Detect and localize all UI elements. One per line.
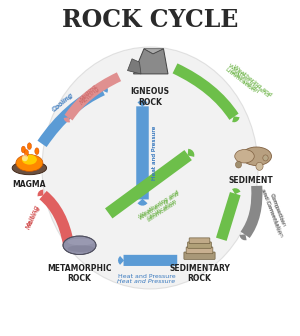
Text: Heat and Pressure: Heat and Pressure <box>117 279 176 284</box>
Circle shape <box>263 155 268 161</box>
Text: Melting: Melting <box>79 85 101 106</box>
Text: METAMORPHIC
ROCK: METAMORPHIC ROCK <box>47 264 112 283</box>
Text: Compaction
and Cementation: Compaction and Cementation <box>260 186 289 237</box>
Ellipse shape <box>16 155 43 171</box>
Text: MAGMA: MAGMA <box>13 180 46 189</box>
FancyBboxPatch shape <box>184 252 215 259</box>
Text: SEDIMENT: SEDIMENT <box>228 176 273 185</box>
Text: Melting: Melting <box>79 83 98 102</box>
Ellipse shape <box>21 146 26 153</box>
Text: IGNEOUS
ROCK: IGNEOUS ROCK <box>130 87 170 107</box>
Ellipse shape <box>12 161 47 175</box>
Circle shape <box>256 162 263 170</box>
Polygon shape <box>128 59 141 74</box>
Ellipse shape <box>35 148 39 155</box>
Circle shape <box>236 161 242 168</box>
Polygon shape <box>144 49 164 54</box>
Ellipse shape <box>24 150 28 156</box>
Ellipse shape <box>242 147 272 166</box>
Ellipse shape <box>68 245 94 252</box>
Text: Heat and Pressure: Heat and Pressure <box>152 126 157 180</box>
Text: Weathering and
Lithification: Weathering and Lithification <box>138 190 183 224</box>
Text: Weathering and
Lithification: Weathering and Lithification <box>224 62 270 102</box>
Ellipse shape <box>63 236 96 255</box>
FancyBboxPatch shape <box>189 238 210 244</box>
Ellipse shape <box>27 143 32 150</box>
Text: ROCK CYCLE: ROCK CYCLE <box>62 8 238 32</box>
Ellipse shape <box>68 239 94 245</box>
Ellipse shape <box>235 150 254 163</box>
Ellipse shape <box>22 155 37 165</box>
Circle shape <box>22 155 28 161</box>
Text: SEDIMENTARY
ROCK: SEDIMENTARY ROCK <box>169 264 230 283</box>
Text: Heat and Pressure: Heat and Pressure <box>118 274 175 279</box>
Polygon shape <box>134 49 168 74</box>
Text: Cooling: Cooling <box>52 93 74 112</box>
Text: Compaction
and Cementation: Compaction and Cementation <box>260 185 287 235</box>
Text: Melting: Melting <box>25 204 40 230</box>
FancyBboxPatch shape <box>188 242 211 248</box>
Text: Heat and Pressure: Heat and Pressure <box>152 126 158 180</box>
Text: Cooling: Cooling <box>51 92 75 113</box>
Text: Melting: Melting <box>27 205 42 228</box>
Text: Weathering and
Lithification: Weathering and Lithification <box>229 65 273 102</box>
FancyBboxPatch shape <box>186 247 213 254</box>
Text: Weathering and
Lithification: Weathering and Lithification <box>138 192 183 226</box>
Circle shape <box>42 47 258 289</box>
